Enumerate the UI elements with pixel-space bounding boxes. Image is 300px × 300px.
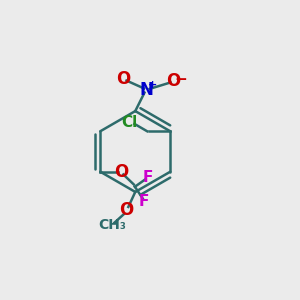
Text: O: O bbox=[119, 201, 133, 219]
Text: O: O bbox=[114, 163, 128, 181]
Text: CH₃: CH₃ bbox=[98, 218, 126, 233]
Text: F: F bbox=[139, 194, 149, 209]
Text: −: − bbox=[175, 72, 188, 87]
Text: Cl: Cl bbox=[122, 115, 138, 130]
Text: +: + bbox=[148, 80, 157, 89]
Text: N: N bbox=[140, 81, 154, 99]
Text: O: O bbox=[117, 70, 131, 88]
Text: F: F bbox=[142, 170, 153, 185]
Text: O: O bbox=[166, 72, 181, 90]
